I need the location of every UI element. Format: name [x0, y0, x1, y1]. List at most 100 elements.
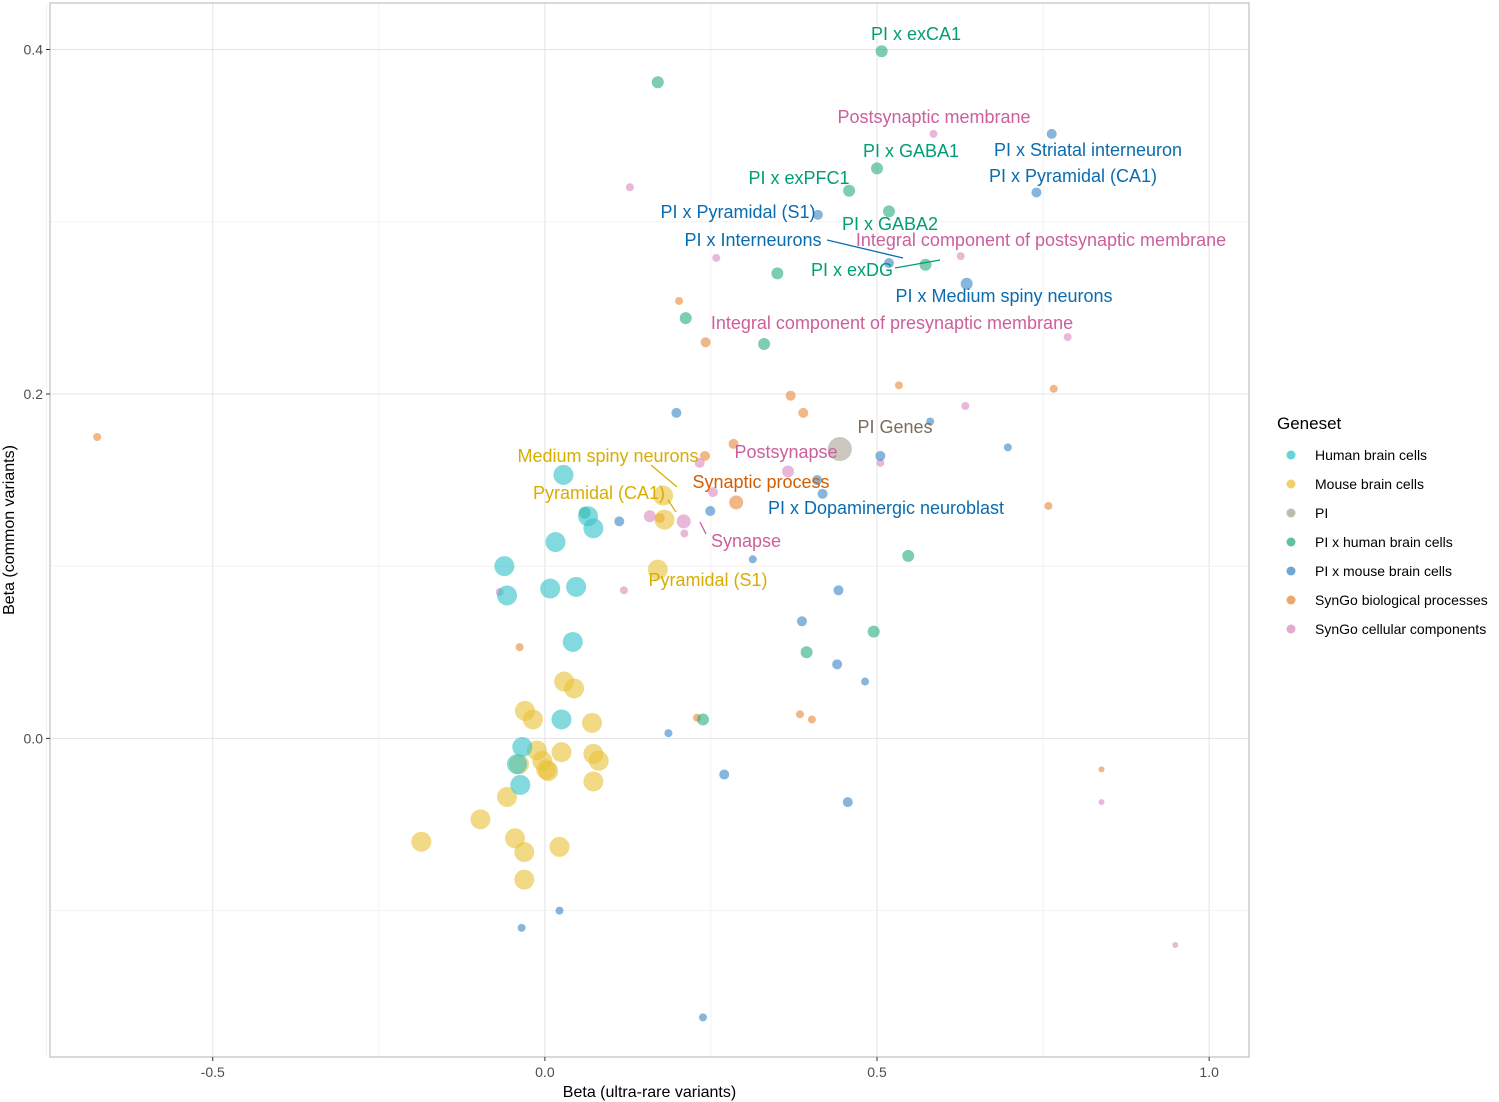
- point-label: PI x Pyramidal (CA1): [989, 166, 1157, 186]
- x-tick-label: 1.0: [1199, 1064, 1219, 1080]
- data-point: [411, 831, 432, 852]
- data-point: [712, 253, 721, 262]
- data-point: [812, 475, 823, 486]
- data-point: [919, 258, 932, 271]
- data-point: [883, 258, 894, 269]
- data-point: [1172, 942, 1179, 949]
- data-point: [748, 555, 757, 564]
- data-point: [540, 578, 561, 599]
- data-point: [522, 709, 543, 730]
- legend-swatch: [1286, 624, 1296, 634]
- data-point: [700, 337, 711, 348]
- data-point: [619, 586, 628, 595]
- data-point: [675, 296, 684, 305]
- plot-panel-border: [49, 2, 1250, 1058]
- data-point: [894, 381, 903, 390]
- data-point: [800, 646, 813, 659]
- data-point: [1044, 501, 1053, 510]
- point-label: Medium spiny neurons: [517, 446, 698, 466]
- data-point: [566, 576, 587, 597]
- data-point: [1098, 766, 1105, 773]
- label-leader-line: [699, 521, 707, 535]
- point-label: PI x Pyramidal (S1): [660, 202, 815, 222]
- data-point: [1031, 187, 1042, 198]
- data-point: [676, 514, 691, 529]
- legend-label: Mouse brain cells: [1315, 476, 1424, 492]
- data-point: [1063, 333, 1072, 342]
- point-label: PI Genes: [857, 417, 932, 437]
- label-leader-line: [826, 239, 904, 259]
- label-leader-line: [650, 464, 678, 488]
- data-point: [654, 509, 675, 530]
- data-point: [553, 464, 574, 485]
- data-point: [876, 458, 885, 467]
- point-label: Synaptic process: [692, 472, 829, 492]
- legend-swatch: [1286, 537, 1296, 547]
- data-point: [470, 809, 491, 830]
- data-point: [812, 209, 823, 220]
- data-point: [807, 715, 816, 724]
- data-point: [882, 205, 895, 218]
- data-point: [1046, 128, 1057, 139]
- x-tick-label: -0.5: [201, 1064, 225, 1080]
- data-point: [562, 631, 583, 652]
- data-point: [583, 771, 604, 792]
- point-label: PI x Striatal interneuron: [994, 140, 1182, 160]
- data-point: [494, 556, 515, 577]
- data-point: [875, 45, 888, 58]
- axis-ticks: -0.5 0.0 0.5 1.0 0.0 0.2 0.4: [24, 42, 1220, 1081]
- legend-title: Geneset: [1277, 414, 1342, 433]
- point-label: Integral component of presynaptic membra…: [711, 313, 1073, 333]
- data-point: [817, 488, 828, 499]
- data-point: [664, 729, 673, 738]
- data-point: [671, 407, 682, 418]
- data-point: [902, 549, 915, 562]
- y-tick-label: 0.0: [24, 730, 44, 746]
- data-point: [707, 487, 718, 498]
- data-point: [1049, 384, 1058, 393]
- point-label: PI x GABA1: [863, 141, 959, 161]
- data-point: [833, 585, 844, 596]
- data-point: [555, 906, 564, 915]
- legend-swatch: [1286, 479, 1296, 489]
- data-point: [582, 712, 603, 733]
- point-label: PI x Dopaminergic neuroblast: [768, 498, 1004, 518]
- data-point: [514, 869, 535, 890]
- legend-label: SynGo cellular components: [1315, 621, 1486, 637]
- data-point: [698, 1013, 707, 1022]
- data-point: [832, 659, 843, 670]
- data-point: [926, 417, 935, 426]
- point-label: Integral component of postsynaptic membr…: [856, 230, 1226, 250]
- data-point: [564, 678, 585, 699]
- data-point: [497, 585, 518, 606]
- data-points: [93, 45, 1179, 1022]
- data-point: [512, 737, 533, 757]
- data-point: [867, 625, 880, 638]
- data-point: [798, 407, 809, 418]
- data-point: [728, 438, 739, 449]
- data-point: [875, 450, 886, 461]
- point-label: Postsynapse: [734, 442, 837, 462]
- point-label: PI x Medium spiny neurons: [895, 286, 1112, 306]
- data-point: [1098, 799, 1105, 806]
- data-point: [510, 774, 531, 795]
- point-label: Pyramidal (S1): [648, 570, 767, 590]
- x-axis-title: Beta (ultra-rare variants): [563, 1084, 736, 1101]
- point-label: PI x exDG: [811, 260, 893, 280]
- data-point: [680, 529, 689, 538]
- legend: Geneset Human brain cells Mouse brain cel…: [1277, 414, 1488, 637]
- data-point: [578, 506, 599, 527]
- data-point: [705, 506, 716, 517]
- data-point: [871, 162, 884, 175]
- data-point: [515, 643, 524, 652]
- data-point: [1003, 443, 1012, 452]
- data-point: [517, 923, 526, 932]
- label-leader-line: [894, 259, 941, 269]
- legend-label: PI: [1315, 505, 1328, 521]
- data-point: [551, 709, 572, 730]
- data-point: [843, 184, 856, 197]
- data-point: [758, 338, 771, 350]
- legend-swatch: [1286, 595, 1296, 605]
- data-point: [719, 769, 730, 780]
